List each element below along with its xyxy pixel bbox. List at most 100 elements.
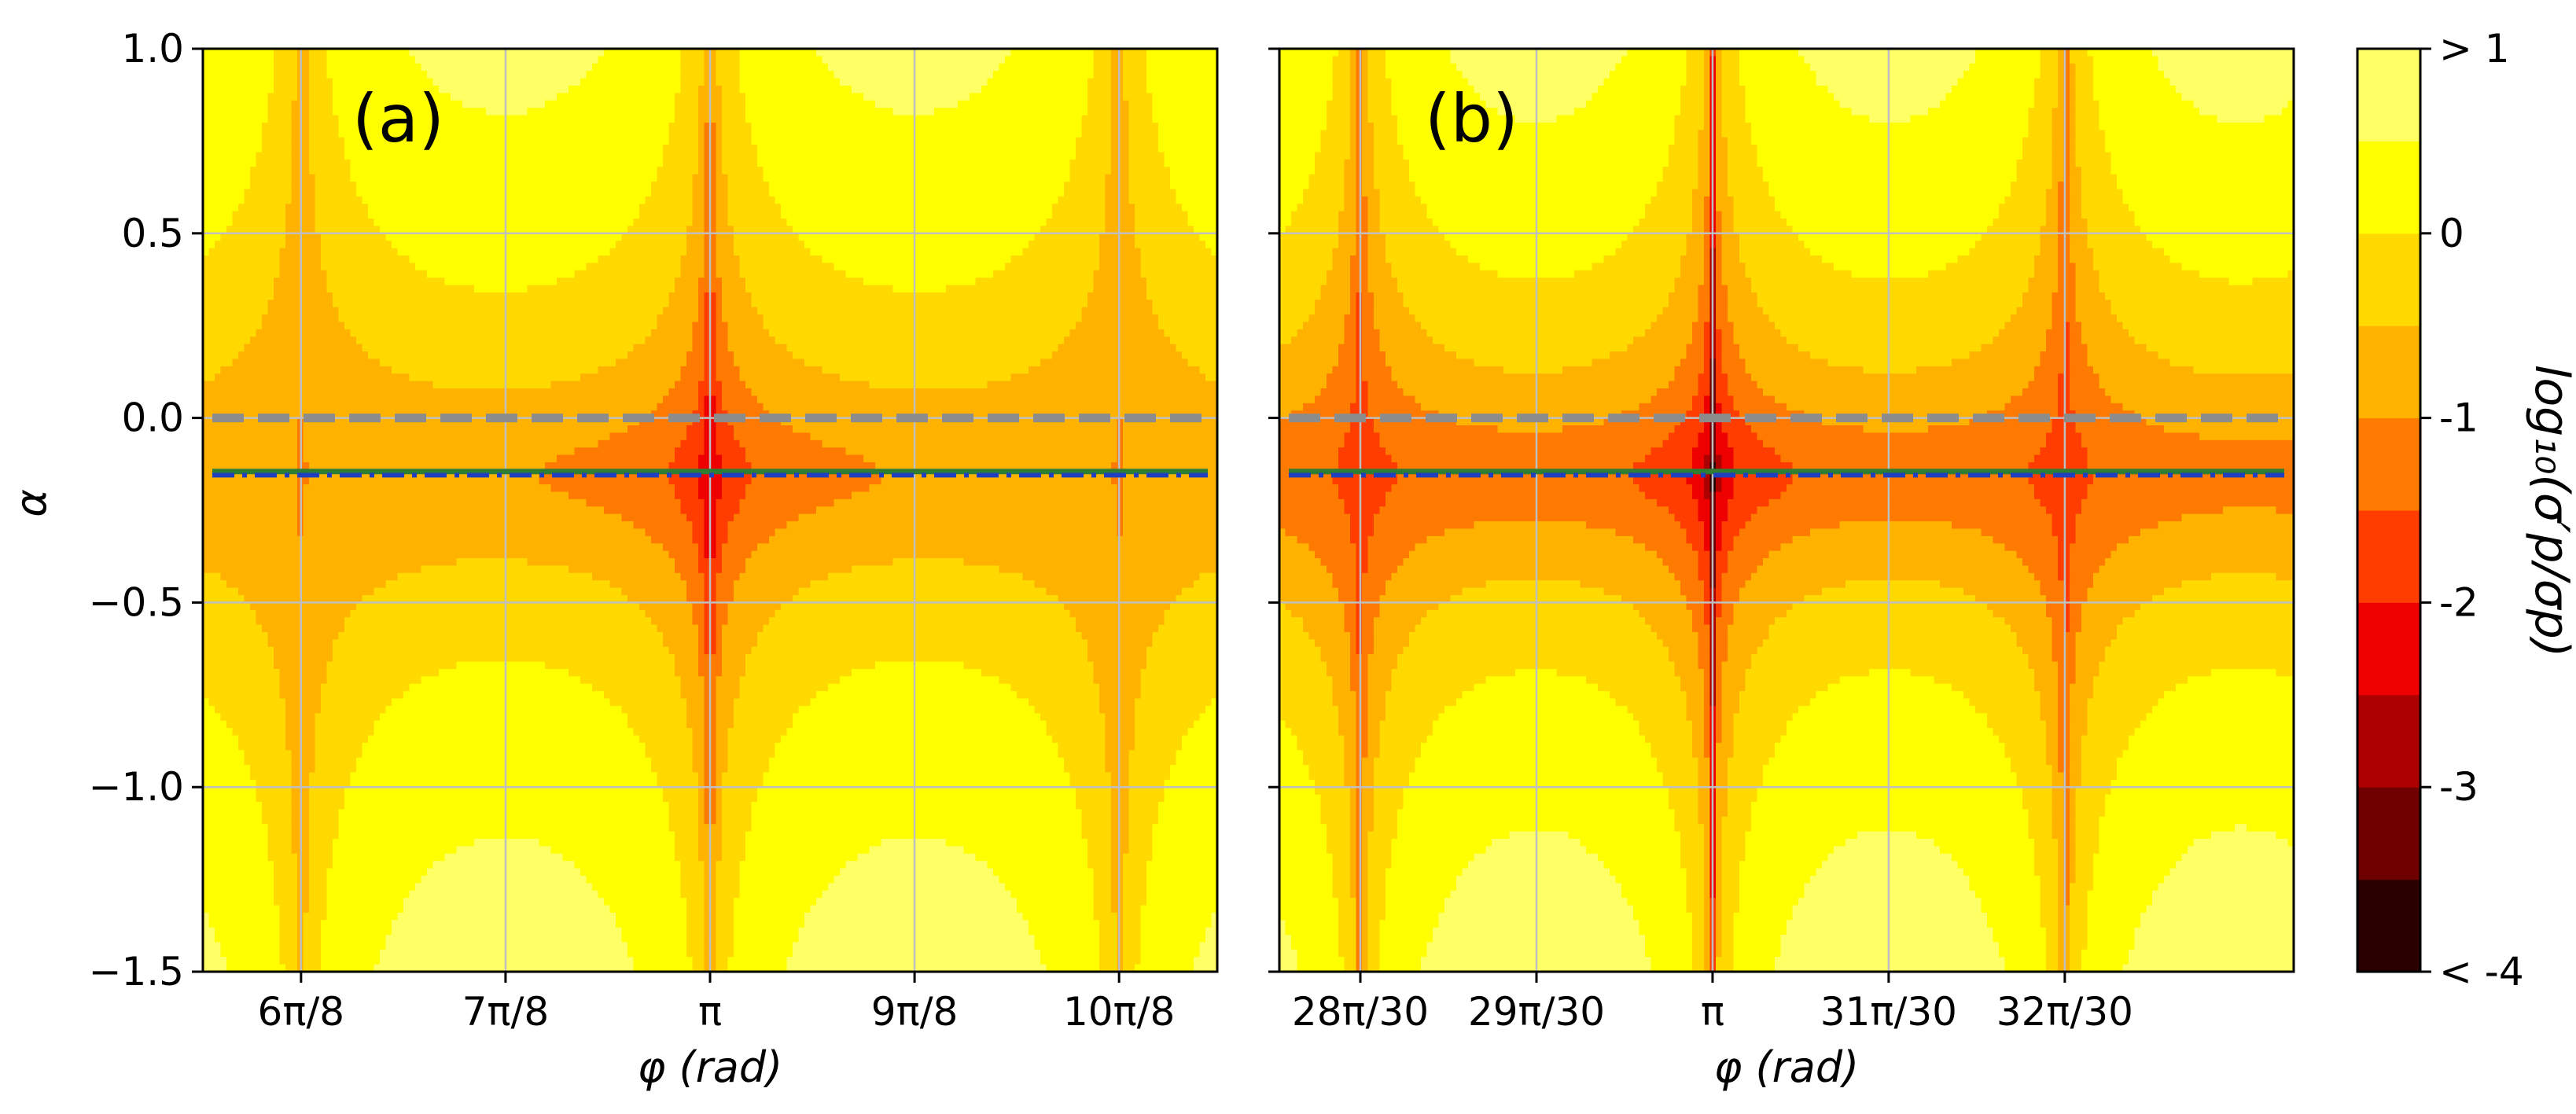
heatmap-cell [1350,270,1369,278]
heatmap-cell [203,63,274,72]
heatmap-cell [686,898,705,906]
heatmap-cell [716,167,723,175]
heatmap-cell [716,439,741,448]
heatmap-cell [1338,587,1357,596]
heatmap-cell [1128,824,1154,833]
heatmap-cell [1787,927,1994,936]
heatmap-cell [1356,152,1363,160]
heatmap-cell [1704,403,1711,412]
heatmap-cell [1362,631,1374,641]
heatmap-cell [1728,292,1758,301]
heatmap-cell [692,609,705,618]
heatmap-cell [2158,56,2294,64]
heatmap-cell [2070,757,2082,766]
heatmap-cell [1367,905,1386,914]
heatmap-cell [1279,535,1298,545]
heatmap-cell [734,513,800,522]
heatmap-cell [1721,329,1735,338]
heatmap-cell [2117,624,2294,633]
heatmap-cell [1728,174,1764,182]
heatmap-cell [822,890,1012,899]
heatmap-cell [1087,85,1112,94]
heatmap-cell [1350,661,1369,670]
heatmap-cell [1610,691,1687,700]
heatmap-cell [1356,801,1363,811]
heatmap-cell [692,765,705,774]
heatmap-cell [1993,336,2047,345]
heatmap-cell [751,130,1083,138]
heatmap-cell [2081,432,2200,441]
heatmap-cell [757,787,1076,796]
heatmap-cell [1135,226,1194,234]
heatmap-cell [1804,890,1976,899]
heatmap-cell [2070,875,2077,884]
heatmap-cell [2087,484,2294,493]
heatmap-cell [2063,846,2070,855]
heatmap-cell [1135,720,1194,729]
heatmap-cell [1928,425,2053,434]
heatmap-cell [274,861,298,870]
heatmap-cell [374,587,623,596]
heatmap-cell [309,868,328,877]
heatmap-cell [1768,631,2018,641]
heatmap-cell [1140,255,1217,264]
heatmap-cell [1415,543,1646,552]
heatmap-cell [645,196,694,205]
heatmap-cell [1350,528,1374,537]
heatmap-cell [1721,270,1746,278]
heatmap-cell [2110,167,2294,175]
heatmap-cell [639,204,694,212]
heatmap-cell [2087,912,2141,921]
heatmap-cell [1350,883,1357,892]
heatmap-cell [1798,233,1982,241]
heatmap-cell [1374,174,1410,182]
heatmap-cell [1087,300,1154,308]
heatmap-cell [1733,454,1782,463]
heatmap-cell [1698,498,1711,508]
heatmap-cell [1851,270,1929,278]
heatmap-cell [256,794,293,803]
heatmap-cell [1087,838,1112,847]
heatmap-cell [739,861,847,870]
heatmap-cell [680,56,705,64]
heatmap-cell [1721,130,1752,138]
heatmap-cell [1721,56,1740,64]
heatmap-cell [1374,300,1404,308]
heatmap-cell [751,300,1088,308]
heatmap-cell [1279,779,1316,788]
heatmap-cell [734,949,793,958]
heatmap-cell [1099,705,1135,715]
heatmap-cell [226,226,286,234]
heatmap-cell [315,226,381,234]
heatmap-cell [1279,935,1292,943]
heatmap-cell [1739,861,1823,870]
heatmap-cell [2034,484,2088,493]
heatmap-cell [734,920,805,928]
heatmap-cell [203,461,298,471]
heatmap-cell [1728,765,1764,774]
heatmap-cell [262,145,293,153]
heatmap-cell [1633,912,1693,921]
heatmap-cell [946,838,1088,847]
heatmap-cell [203,787,257,796]
heatmap-cell [203,174,251,182]
heatmap-cell [580,373,682,382]
heatmap-cell [716,683,741,692]
heatmap-cell [1279,543,1310,552]
heatmap-cell [834,263,1006,271]
heatmap-cell [203,735,239,744]
heatmap-cell [256,787,293,796]
heatmap-cell [1426,609,1640,618]
heatmap-cell [2110,395,2294,404]
heatmap-cell [1356,898,1363,906]
heatmap-cell [1733,204,1776,212]
heatmap-cell [2199,432,2294,441]
heatmap-cell [1969,248,2041,256]
heatmap-cell [1662,174,1699,182]
heatmap-cell [1123,506,1217,515]
heatmap-cell [1474,521,1587,530]
heatmap-cell [1680,861,1705,870]
heatmap-cell [1981,344,2047,352]
heatmap-cell [297,868,310,877]
heatmap-cell [392,366,599,375]
